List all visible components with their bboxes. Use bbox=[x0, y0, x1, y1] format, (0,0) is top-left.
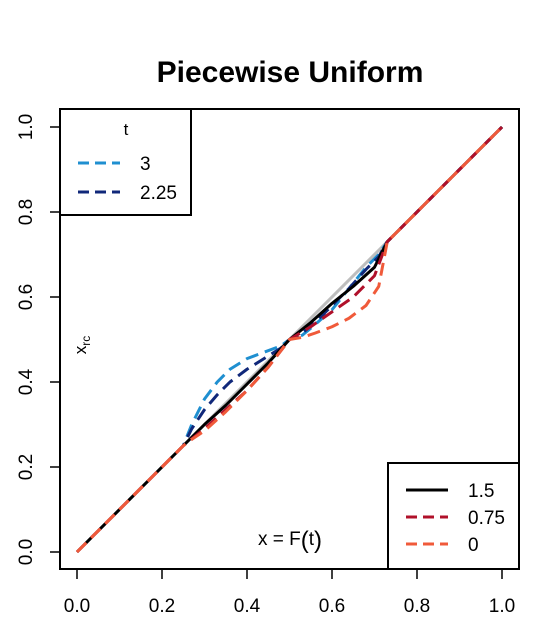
legend-label: 2.25 bbox=[140, 183, 177, 204]
legend-top-left: t 3 2.25 bbox=[59, 108, 192, 216]
y-tick-label: 1.0 bbox=[16, 114, 37, 140]
x-tick-label: 0.2 bbox=[149, 596, 175, 617]
series-line-1 bbox=[75, 125, 504, 554]
y-tick-label: 0.6 bbox=[16, 284, 37, 310]
y-tick-label: 0.2 bbox=[16, 454, 37, 480]
legend-bottom-right: 1.5 0.75 0 bbox=[387, 462, 520, 570]
y-tick-label: 0.0 bbox=[16, 539, 37, 565]
legend-label: 1.5 bbox=[468, 481, 494, 502]
x-tick-label: 0.0 bbox=[64, 596, 90, 617]
y-axis-label: xrc bbox=[71, 336, 93, 355]
legend-label: 0 bbox=[468, 535, 479, 556]
x-tick-label: 0.8 bbox=[404, 596, 430, 617]
x-tick-label: 0.6 bbox=[319, 596, 345, 617]
y-axis: 0.0 0.2 0.4 0.6 0.8 1.0 bbox=[16, 114, 61, 565]
x-tick-label: 1.0 bbox=[489, 596, 515, 617]
legend-label: 0.75 bbox=[468, 508, 505, 529]
legend-label: 3 bbox=[140, 154, 151, 175]
series-layer bbox=[75, 125, 504, 554]
series-line-4 bbox=[75, 125, 504, 554]
legend-top-left-title: t bbox=[124, 120, 129, 139]
x-axis: 0.0 0.2 0.4 0.6 0.8 1.0 bbox=[64, 568, 515, 617]
chart-title: Piecewise Uniform bbox=[157, 56, 424, 89]
y-tick-label: 0.8 bbox=[16, 199, 37, 225]
y-tick-label: 0.4 bbox=[16, 368, 37, 395]
x-tick-label: 0.4 bbox=[234, 596, 261, 617]
x-axis-label: x = F(t) bbox=[258, 527, 322, 554]
